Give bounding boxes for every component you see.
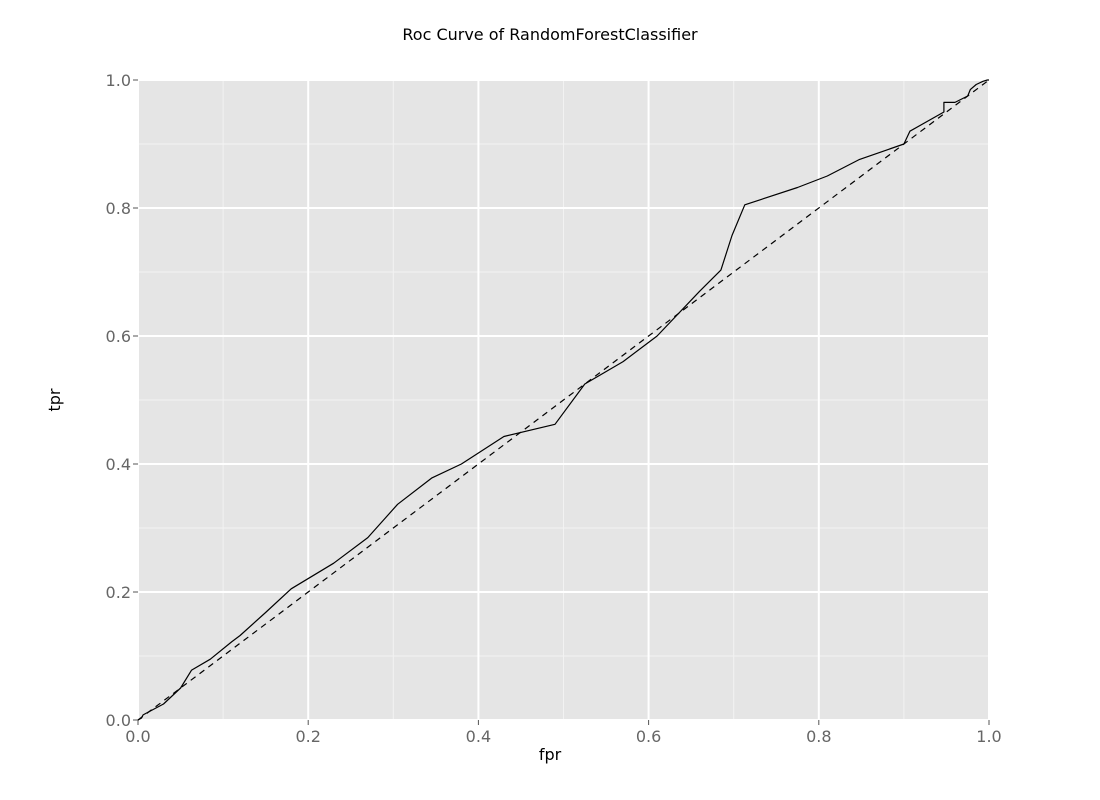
y-tick-label: 0.0: [106, 711, 131, 730]
y-tick-label: 0.2: [106, 583, 131, 602]
x-tick-label: 0.8: [806, 727, 831, 746]
x-tick-label: 1.0: [976, 727, 1001, 746]
y-tick-label: 0.6: [106, 327, 131, 346]
y-tick-label: 0.8: [106, 199, 131, 218]
x-tick-label: 0.6: [636, 727, 661, 746]
roc-curve-line: [137, 79, 989, 721]
x-tick-label: 0.0: [125, 727, 150, 746]
y-axis-label: tpr: [45, 388, 64, 411]
chart-title: Roc Curve of RandomForestClassifier: [402, 25, 698, 44]
x-tick-label: 0.2: [295, 727, 320, 746]
y-tick-label: 1.0: [106, 71, 131, 90]
major-gridlines: [137, 79, 990, 721]
y-tick-label: 0.4: [106, 455, 131, 474]
diagonal-reference-line: [137, 79, 990, 721]
x-tick-label: 0.4: [466, 727, 491, 746]
axis-ticks: 0.0 0.2 0.4 0.6 0.8 1.0 0.0 0.2 0.4 0.6 0.8 1.0: [106, 71, 1002, 746]
x-axis-label: fpr: [539, 745, 562, 764]
series-layer: [137, 79, 990, 721]
